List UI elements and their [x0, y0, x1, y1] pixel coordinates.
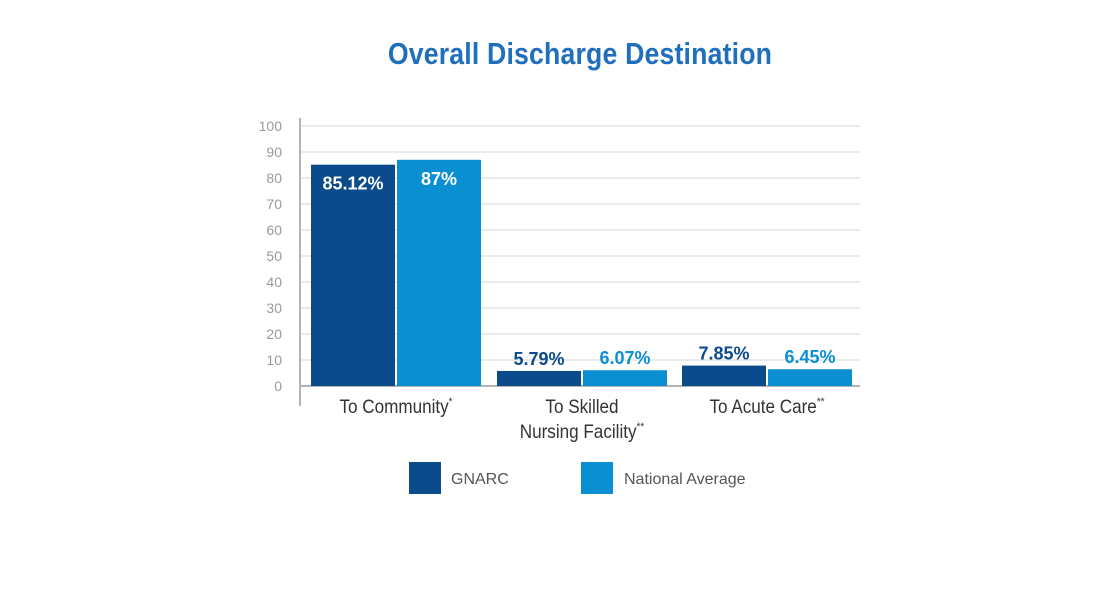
y-tick-label: 30	[266, 300, 282, 316]
y-tick-label: 100	[259, 118, 283, 134]
bar	[497, 370, 581, 386]
bar	[583, 370, 667, 386]
y-tick-label: 0	[274, 378, 282, 394]
x-tick-label: To Acute Care**	[709, 396, 824, 417]
x-tick-label: To Skilled Nursing Facility**	[520, 396, 645, 442]
data-labels: 85.12% 87% 5.79% 6.07% 7.85% 6.45%	[322, 169, 835, 369]
data-label: 7.85%	[698, 344, 749, 364]
bar	[682, 365, 766, 386]
y-tick-label: 10	[266, 352, 282, 368]
x-tick-label: To Community*	[339, 396, 452, 417]
y-tick-label: 80	[266, 170, 282, 186]
y-tick-label: 60	[266, 222, 282, 238]
legend-swatch	[581, 462, 613, 494]
bar	[311, 164, 395, 386]
legend-swatch	[409, 462, 441, 494]
y-tick-label: 70	[266, 196, 282, 212]
legend-label: GNARC	[451, 471, 509, 488]
bars	[311, 159, 852, 386]
data-label: 6.07%	[599, 348, 650, 368]
y-tick-label: 50	[266, 248, 282, 264]
y-tick-label: 40	[266, 274, 282, 290]
data-label: 6.45%	[784, 347, 835, 367]
data-label: 85.12%	[322, 174, 383, 194]
axes: 0 10 20 30 40 50 60 70 80 90 100 To Community* To Sk…	[259, 118, 860, 442]
bar	[768, 369, 852, 386]
bar	[397, 159, 481, 386]
data-label: 87%	[421, 169, 457, 189]
y-tick-label: 90	[266, 144, 282, 160]
legend: GNARC National Average	[409, 462, 746, 494]
data-label: 5.79%	[513, 349, 564, 369]
legend-label: National Average	[624, 471, 746, 488]
y-tick-label: 20	[266, 326, 282, 342]
chart-title: Overall Discharge Destination	[387, 36, 773, 71]
